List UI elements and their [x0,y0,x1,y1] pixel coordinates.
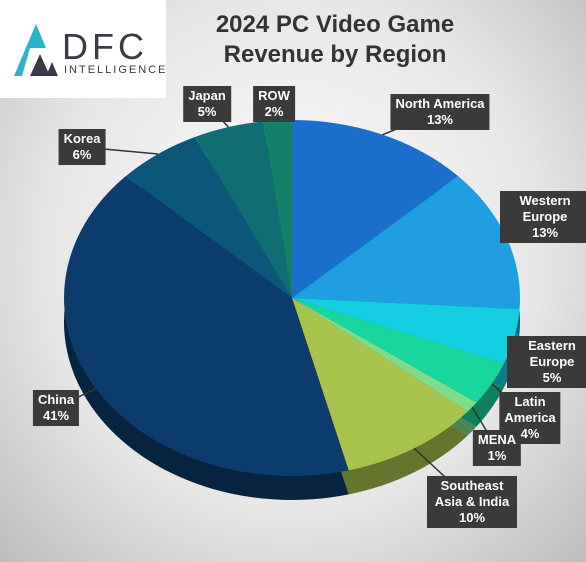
slice [292,298,477,412]
data-label: Western Europe 13% [500,191,586,243]
slice [292,298,520,364]
label-name: ROW [258,88,290,103]
data-label: MENA 1% [472,430,522,466]
label-value: 13% [426,112,454,127]
slice [263,120,292,298]
slice [292,298,504,403]
label-value: 5% [542,370,562,385]
data-label: Southeast Asia & India 10% [427,476,517,528]
chart-title: 2024 PC Video Game Revenue by Region [215,11,455,68]
logo-brand: DFC [62,26,148,67]
logo-tagline: INTELLIGENCE [64,64,168,76]
label-name: Western Europe [519,193,571,224]
label-value: 4% [520,426,540,441]
label-value: 2% [264,104,284,119]
label-value: 41% [42,408,70,423]
label-value: 1% [487,448,507,463]
slice [194,121,292,298]
label-name: Latin America [504,394,556,425]
slice [125,136,292,298]
label-name: Japan [188,88,226,103]
slice [64,176,349,476]
data-label: Japan 5% [183,86,231,122]
slice [292,176,520,310]
logo-icon [14,24,58,76]
slice [292,120,459,298]
data-label: Latin America 4% [499,392,561,444]
data-label: Korea 6% [58,129,106,165]
label-name: Korea [63,131,101,146]
data-label: North America 13% [390,94,490,130]
label-name: North America [395,96,485,111]
logo: DFC INTELLIGENCE [0,0,166,98]
data-label: China 41% [32,390,80,426]
label-value: 13% [531,225,559,240]
label-value: 10% [458,510,486,525]
data-label: Eastern Europe 5% [507,336,586,388]
label-name: Eastern Europe [528,338,576,369]
label-name: Southeast Asia & India [434,478,510,509]
label-name: MENA [477,432,517,447]
label-name: China [37,392,75,407]
slice [292,298,468,471]
data-label: ROW 2% [253,86,295,122]
label-value: 5% [197,104,217,119]
label-value: 6% [72,147,92,162]
